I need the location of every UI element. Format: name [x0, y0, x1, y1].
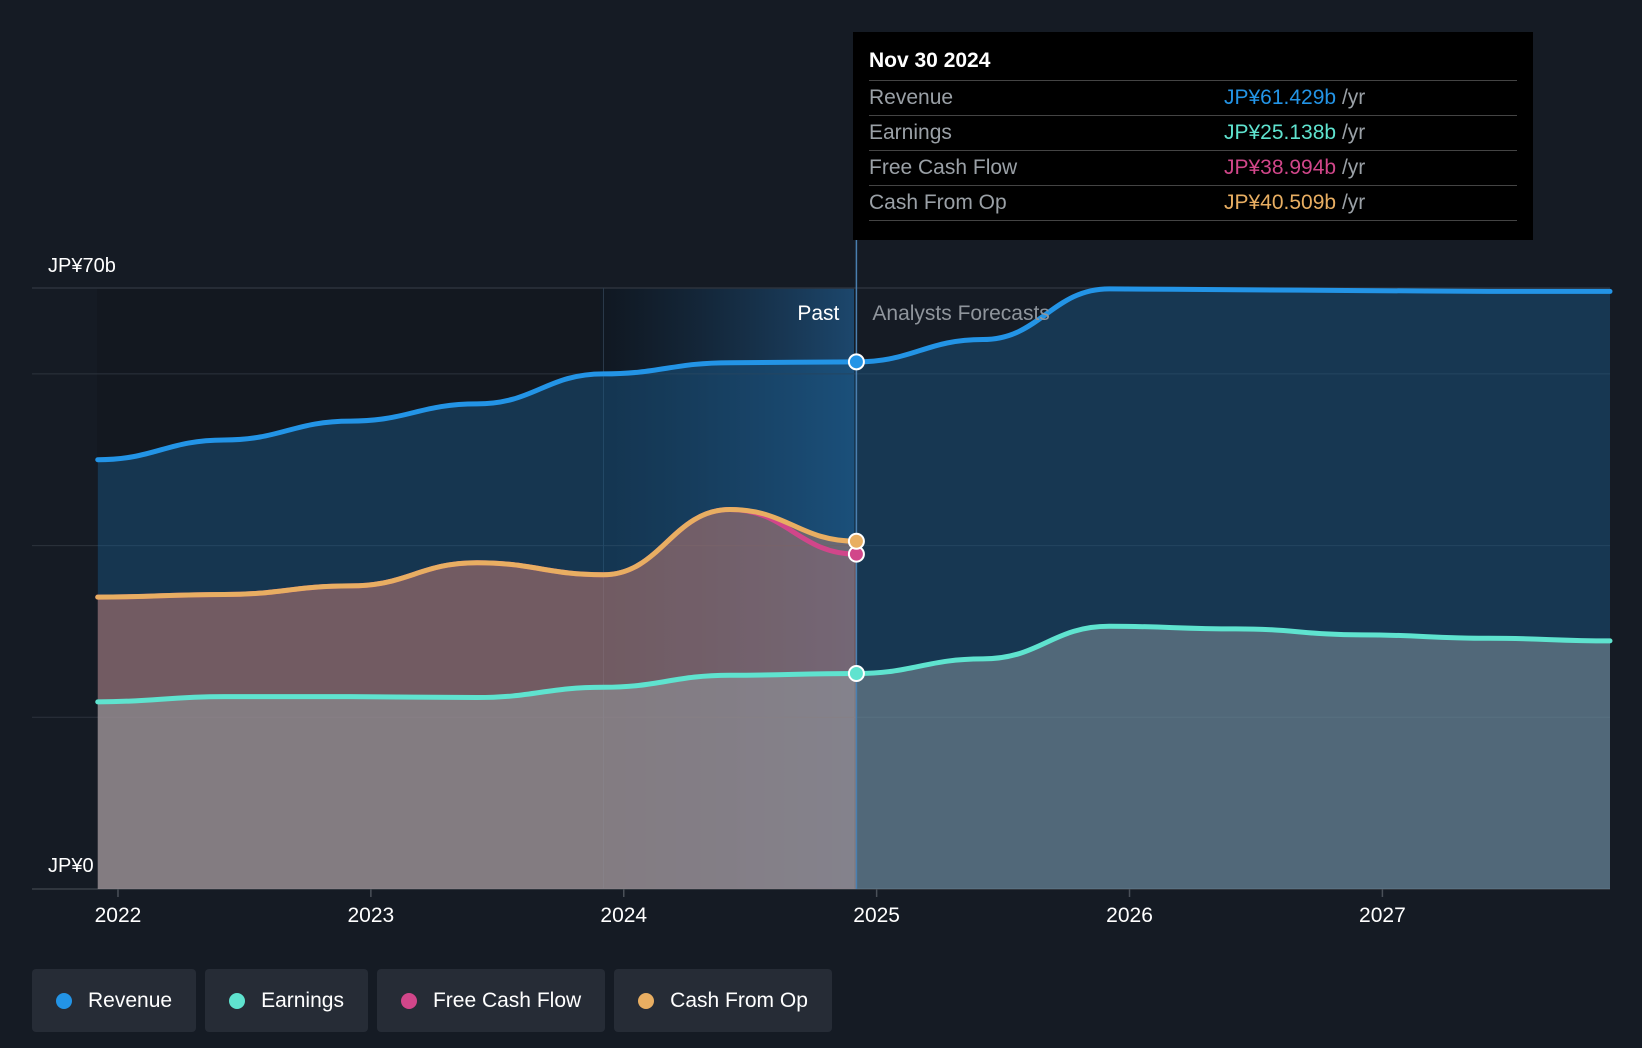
legend-dot-icon: [229, 992, 246, 1009]
legend-label: Cash From Op: [670, 988, 808, 1012]
y-axis-bottom-label: JP¥0: [48, 855, 94, 877]
x-tick-label: 2025: [853, 904, 900, 927]
legend-item-earnings[interactable]: Earnings: [205, 969, 368, 1032]
tooltip: Nov 30 2024 Revenue JP¥61.429b /yr Earni…: [853, 32, 1533, 240]
tooltip-unit: /yr: [1341, 191, 1366, 214]
legend-label: Revenue: [88, 988, 173, 1012]
tooltip-label: Earnings: [869, 121, 952, 144]
past-shaded-region: [600, 288, 854, 889]
tooltip-unit: /yr: [1341, 156, 1366, 179]
legend-item-free-cash-flow[interactable]: Free Cash Flow: [376, 969, 606, 1032]
tooltip-date: Nov 30 2024: [869, 46, 1517, 81]
legend-dot-icon: [400, 992, 417, 1009]
x-tick-label: 2026: [1106, 904, 1153, 927]
tooltip-label: Cash From Op: [869, 191, 1007, 214]
forecast-label: Analysts Forecasts: [872, 302, 1049, 325]
tooltip-row-revenue: Revenue JP¥61.429b /yr: [869, 81, 1517, 116]
area-earnings: [97, 626, 1610, 889]
tooltip-row-free-cash-flow: Free Cash Flow JP¥38.994b /yr: [869, 151, 1517, 186]
x-tick-label: 2024: [600, 904, 647, 927]
tooltip-unit: /yr: [1341, 86, 1366, 109]
y-axis-top-label: JP¥70b: [48, 255, 116, 277]
tooltip-value: JP¥38.994b: [1224, 156, 1337, 179]
legend-dot-icon: [638, 992, 655, 1009]
marker-cash-from-op: [847, 532, 865, 550]
line-cash-from-op: [95, 507, 859, 600]
past-label: Past: [797, 302, 839, 325]
legend-label: Earnings: [261, 988, 344, 1012]
x-axis-ticks: 2022 2023 2024 2025 2026 2027: [95, 889, 1406, 927]
legend-dot-icon: [56, 992, 72, 1009]
legend: Revenue Earnings Free Cash Flow Cash Fro…: [32, 969, 832, 1032]
marker-revenue: [847, 353, 865, 371]
tooltip-value: JP¥25.138b: [1224, 121, 1337, 144]
legend-item-revenue[interactable]: Revenue: [32, 969, 197, 1032]
area-revenue: [97, 288, 1610, 889]
tooltip-value: JP¥61.429b: [1224, 86, 1337, 109]
tooltip-value: JP¥40.509b: [1224, 191, 1337, 214]
legend-item-cash-from-op[interactable]: Cash From Op: [614, 969, 832, 1032]
tooltip-label: Revenue: [869, 86, 954, 109]
series-markers: [847, 353, 865, 682]
legend-label: Free Cash Flow: [432, 988, 582, 1012]
tooltip-label: Free Cash Flow: [869, 156, 1018, 179]
tooltip-unit: /yr: [1341, 121, 1366, 144]
marker-earnings: [847, 664, 865, 682]
tooltip-row-earnings: Earnings JP¥25.138b /yr: [869, 116, 1517, 151]
tooltip-row-cash-from-op: Cash From Op JP¥40.509b /yr: [869, 186, 1517, 221]
x-tick-label: 2027: [1359, 904, 1406, 927]
x-tick-label: 2023: [348, 904, 395, 927]
x-tick-label: 2022: [95, 904, 142, 927]
